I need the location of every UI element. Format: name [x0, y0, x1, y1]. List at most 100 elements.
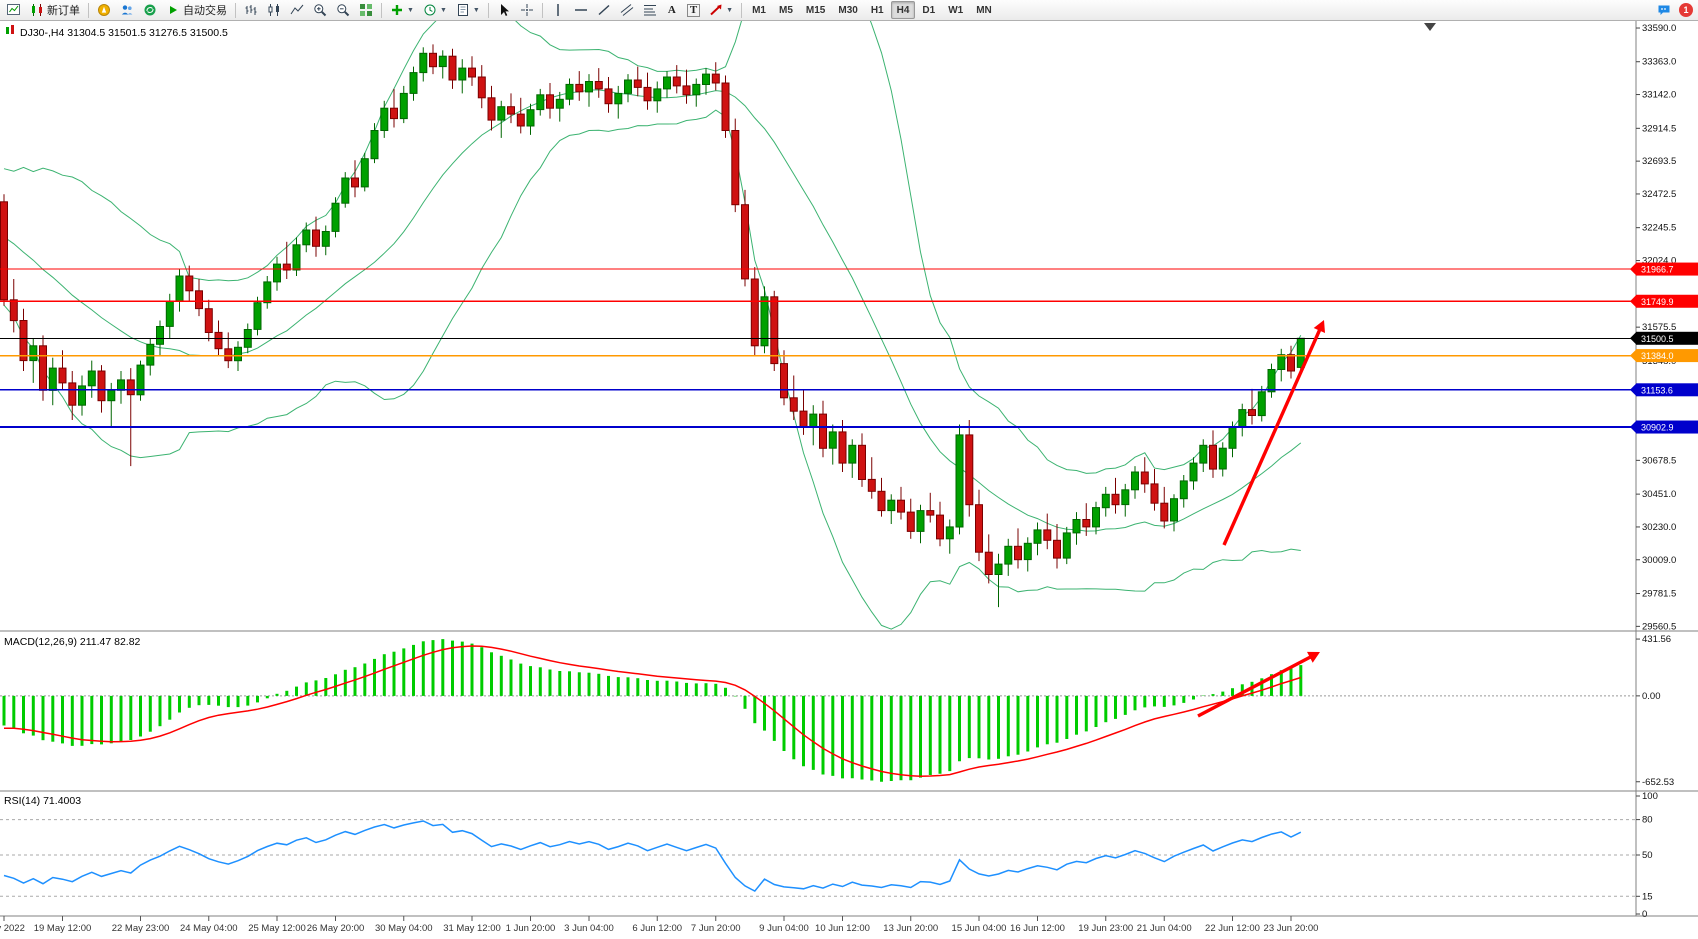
timeframe-m30[interactable]: M30	[832, 1, 863, 19]
arrows-tool-button[interactable]: ▼	[705, 1, 737, 19]
macd-axis-tick: -652.53	[1642, 777, 1674, 788]
toolbar-separator	[741, 2, 743, 18]
timeframe-w1[interactable]: W1	[942, 1, 969, 19]
chevron-down-icon: ▼	[407, 6, 414, 14]
vertical-line-icon	[557, 4, 559, 16]
price-axis-tick: 33590.0	[1642, 23, 1676, 34]
time-axis-label: 31 May 12:00	[443, 923, 501, 934]
templates-button[interactable]: ▼	[452, 1, 484, 19]
macd-axis-tick: 0.00	[1642, 691, 1661, 702]
price-axis-tick: 30230.0	[1642, 522, 1676, 533]
crosshair-button[interactable]	[516, 1, 538, 19]
timeframe-h4[interactable]: H4	[890, 1, 916, 19]
price-axis-tick: 33142.0	[1642, 90, 1676, 101]
timeframe-m1[interactable]: M1	[746, 1, 772, 19]
new-chart-button[interactable]	[3, 1, 25, 19]
timeframe-d1[interactable]: D1	[916, 1, 941, 19]
time-axis-label: 19 Jun 23:00	[1078, 923, 1133, 934]
periods-button[interactable]: ▼	[419, 1, 451, 19]
cursor-arrow-icon	[500, 4, 509, 16]
price-axis-tick: 29781.5	[1642, 589, 1676, 600]
people-icon	[121, 5, 133, 15]
toolbar-separator	[487, 2, 489, 18]
timeframe-mn[interactable]: MN	[970, 1, 998, 19]
time-axis-label: 3 Jun 04:00	[564, 923, 614, 934]
time-axis-label: 13 Jun 20:00	[883, 923, 938, 934]
metaeditor-button[interactable]	[93, 1, 115, 19]
tile-windows-button[interactable]	[355, 1, 377, 19]
price-badge-text: 31966.7	[1641, 265, 1674, 275]
messages-button[interactable]	[1653, 1, 1675, 19]
macd-signal-line	[4, 645, 1302, 777]
timeframe-m5[interactable]: M5	[773, 1, 799, 19]
time-axis-label: 15 Jun 04:00	[952, 923, 1007, 934]
price-axis-tick: 32693.5	[1642, 156, 1676, 167]
chevron-down-icon: ▼	[439, 6, 447, 14]
price-badge-text: 31749.9	[1641, 297, 1674, 307]
line-chart-button[interactable]	[286, 1, 308, 19]
market-button[interactable]	[139, 1, 161, 19]
ohlc-bars-icon	[245, 5, 257, 15]
time-axis-label: 22 May 23:00	[112, 923, 170, 934]
price-axis-tick: 32245.5	[1642, 223, 1676, 234]
trendline-button[interactable]	[593, 1, 615, 19]
price-axis-tick: 32472.5	[1642, 189, 1676, 200]
timeframe-h1[interactable]: H1	[865, 1, 890, 19]
rsi-axis-tick: 50	[1642, 850, 1653, 861]
time-axis-label: 9 Jun 04:00	[759, 923, 809, 934]
price-axis-tick: 29560.5	[1642, 621, 1676, 632]
rsi-axis-tick: 0	[1642, 909, 1647, 920]
channel-icon	[620, 4, 634, 16]
text-tool-button[interactable]: A	[662, 1, 682, 19]
indicators-button[interactable]: ▼	[386, 1, 418, 19]
price-badge-text: 31500.5	[1641, 334, 1674, 344]
price-axis-tick: 30009.0	[1642, 555, 1676, 566]
clock-icon	[424, 4, 436, 16]
price-badge-31749.9	[1636, 294, 1698, 308]
macd-label: MACD(12,26,9) 211.47 82.82	[4, 636, 141, 648]
community-button[interactable]	[116, 1, 138, 19]
notification-badge[interactable]: 1	[1679, 3, 1693, 17]
candle-chart-button[interactable]	[263, 1, 285, 19]
chart-shift-marker[interactable]	[1424, 23, 1436, 31]
timeframe-m15[interactable]: M15	[800, 1, 831, 19]
autotrade-label: 自动交易	[183, 5, 227, 17]
channel-button[interactable]	[616, 1, 638, 19]
symbol-icon	[6, 25, 14, 34]
price-badge-31153.6	[1636, 383, 1698, 397]
time-axis-label: 23 Jun 20:00	[1264, 923, 1319, 934]
price-axis-tick: 31575.5	[1642, 322, 1676, 333]
new-order-icon	[32, 4, 42, 16]
price-axis-tick: 30451.0	[1642, 489, 1676, 500]
zoom-in-button[interactable]	[309, 1, 331, 19]
time-axis-label: 26 May 20:00	[307, 923, 365, 934]
trend-arrow-price[interactable]	[1222, 324, 1324, 546]
price-badge-text: 31153.6	[1641, 385, 1673, 395]
cursor-button[interactable]	[493, 1, 515, 19]
macd-pane[interactable]	[2, 639, 1303, 782]
price-pane[interactable]	[0, 0, 1305, 630]
trend-arrow-macd[interactable]	[1197, 653, 1316, 718]
vertical-line-button[interactable]	[547, 1, 569, 19]
autotrade-button[interactable]: 自动交易	[162, 1, 231, 19]
rsi-line	[3, 820, 1302, 893]
new-order-button[interactable]: 新订单	[26, 1, 84, 19]
rsi-axis-tick: 80	[1642, 815, 1653, 826]
new-order-label: 新订单	[47, 5, 80, 17]
crosshair-icon	[520, 4, 533, 16]
label-tool-button[interactable]: T	[683, 1, 704, 19]
fibonacci-button[interactable]	[639, 1, 661, 19]
zoom-out-button[interactable]	[332, 1, 354, 19]
bar-chart-button[interactable]	[240, 1, 262, 19]
time-axis-label: 7 Jun 20:00	[691, 923, 741, 934]
symbol-ohlc-label: DJ30-,H4 31304.5 31501.5 31276.5 31500.5	[20, 27, 228, 39]
time-axis-label: 30 May 04:00	[375, 923, 433, 934]
price-axis-tick: 30678.5	[1642, 455, 1676, 466]
time-axis-label: May 2022	[0, 923, 25, 934]
zoom-in-icon	[314, 4, 327, 17]
toolbar-right-group: 1	[1653, 1, 1695, 19]
tile-windows-icon	[360, 4, 372, 16]
horizontal-line-button[interactable]	[570, 1, 592, 19]
